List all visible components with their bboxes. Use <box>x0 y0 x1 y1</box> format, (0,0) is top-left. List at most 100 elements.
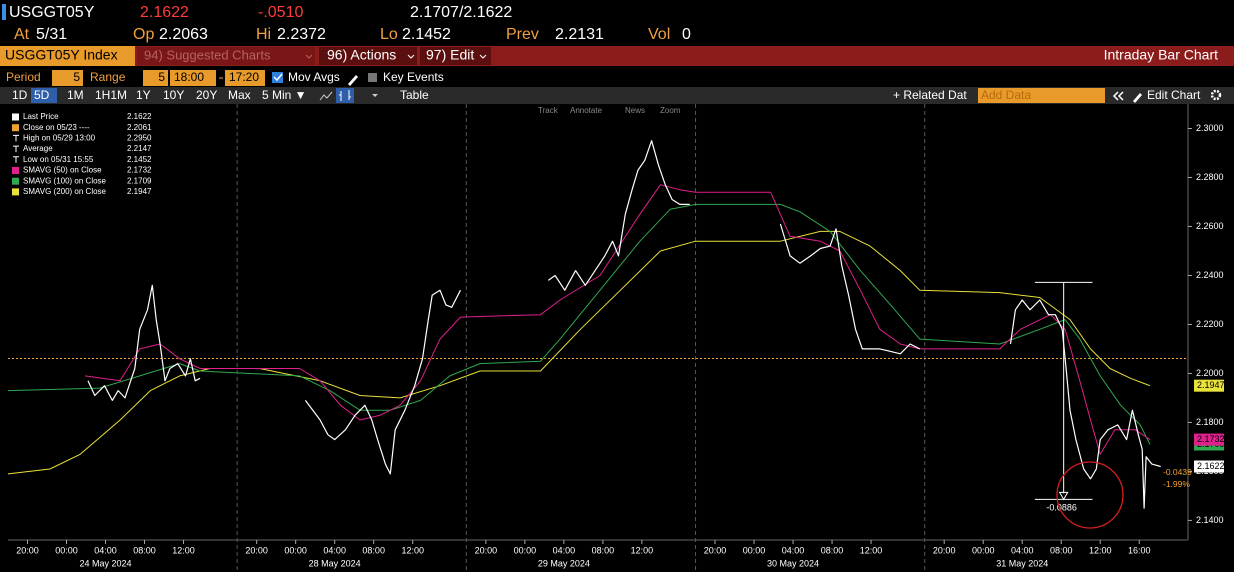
mov-avgs-checkbox[interactable] <box>272 72 283 83</box>
chart-tool[interactable]: News <box>625 106 645 115</box>
timeframe-button[interactable]: 20Y <box>196 88 217 102</box>
x-tick-label: 12:00 <box>401 545 424 555</box>
actions-button[interactable] <box>319 47 417 65</box>
x-tick-label: 20:00 <box>16 545 39 555</box>
period-value[interactable]: 5 <box>73 70 80 84</box>
suggested-button[interactable] <box>137 47 315 65</box>
chart-tool[interactable]: Track <box>538 106 559 115</box>
edit-menu[interactable]: 97) Edit <box>426 47 474 63</box>
timeframe-button[interactable]: 1H1M <box>95 88 127 102</box>
timeframe-button[interactable]: 1D <box>12 88 28 102</box>
active-button-bg[interactable] <box>31 88 57 103</box>
collapse-icon[interactable] <box>1112 91 1124 101</box>
toolbar <box>0 87 1234 104</box>
related-data[interactable]: + Related Dat <box>893 88 967 102</box>
range-value[interactable]: 5 <box>158 70 165 84</box>
chart-tool[interactable]: Zoom <box>660 106 681 115</box>
open-label: Op <box>133 26 154 43</box>
x-tick-label: 20:00 <box>245 545 268 555</box>
settings-gear[interactable] <box>1210 89 1222 101</box>
x-tick-label: 20:00 <box>704 545 727 555</box>
value-tag-label: 2.1622 <box>1197 461 1225 471</box>
timeframe-button[interactable]: 5D <box>34 88 50 102</box>
highlight-circle <box>1056 461 1124 529</box>
measure-label: -0.0886 <box>1046 503 1077 513</box>
x-tick-label: 20:00 <box>475 545 498 555</box>
add-data-input[interactable]: Add Data <box>981 88 1031 102</box>
edit-chart-button[interactable]: Edit Chart <box>1147 88 1201 102</box>
security[interactable]: USGGT05Y Index <box>5 47 118 63</box>
timeframe-button[interactable]: 5 Min ▼ <box>262 88 307 102</box>
line-icon[interactable] <box>319 91 333 101</box>
pencil-icon[interactable] <box>348 75 358 86</box>
period-label: Period <box>6 70 41 84</box>
from-time[interactable]: 18:00 <box>174 70 204 84</box>
edit-button[interactable] <box>420 47 491 65</box>
x-tick-label: 00:00 <box>514 545 537 555</box>
legend-swatch <box>12 188 19 196</box>
from-box[interactable] <box>170 70 216 86</box>
key-events-label[interactable]: Key Events <box>383 70 444 84</box>
x-tick-label: 08:00 <box>592 545 615 555</box>
range-box[interactable] <box>143 70 168 86</box>
open-value: 2.2063 <box>159 26 208 43</box>
legend-swatch <box>12 167 19 174</box>
prev-value: 2.2131 <box>555 26 604 43</box>
mov-avgs-label[interactable]: Mov Avgs <box>288 70 340 84</box>
volume-value: 0 <box>682 26 691 43</box>
dropdown-arrow[interactable] <box>372 94 378 97</box>
y-tick-label: 2.1800 <box>1196 417 1224 427</box>
suggested-charts[interactable]: 94) Suggested Charts <box>144 47 271 62</box>
timeframe-button[interactable]: Max <box>228 88 251 102</box>
timeframe-buttons: 1D 5D 1M 1H1M 1Y 10Y 20Y Max 5 Min ▼ <box>12 88 307 103</box>
timeframe-button[interactable]: 1M <box>67 88 84 102</box>
timeframe-button[interactable]: 1Y <box>136 88 151 102</box>
legend-label: Low on 05/31 15:55 <box>23 155 94 164</box>
timeframe-button[interactable]: 10Y <box>163 88 184 102</box>
ticker-marker <box>2 4 6 20</box>
legend-value: 2.2950 <box>127 134 152 143</box>
day-label: 24 May 2024 <box>79 558 131 568</box>
low-value: 2.1452 <box>402 26 451 43</box>
bar-icon-bg[interactable] <box>336 88 354 103</box>
checkmark <box>273 73 283 82</box>
chart-tool[interactable]: Annotate <box>570 106 603 115</box>
legend-label: SMAVG (50) on Close <box>23 166 102 175</box>
day-label: 30 May 2024 <box>767 558 819 568</box>
to-box[interactable] <box>225 70 265 86</box>
bar-icon <box>339 90 351 101</box>
x-tick-label: 04:00 <box>323 545 346 555</box>
x-tick-label: 08:00 <box>821 545 844 555</box>
x-tick-label: 08:00 <box>362 545 385 555</box>
legend-icon <box>13 134 19 142</box>
legend-swatch <box>12 177 19 185</box>
x-tick-label: 04:00 <box>782 545 805 555</box>
x-tick-label: 04:00 <box>1011 545 1034 555</box>
pencil-icon[interactable] <box>1133 93 1142 103</box>
low-label: Lo <box>380 26 398 43</box>
add-data-box[interactable] <box>978 88 1105 103</box>
dropdown-arrow <box>407 54 415 59</box>
to-time[interactable]: 17:20 <box>229 70 259 84</box>
x-tick-label: 04:00 <box>94 545 117 555</box>
legend-value: 2.1709 <box>127 176 152 185</box>
last-change: -1.99% <box>1163 479 1190 489</box>
y-tick-label: 2.2400 <box>1196 270 1224 280</box>
table-button[interactable]: Table <box>400 88 429 102</box>
security-box[interactable] <box>0 46 135 66</box>
x-tick-label: 00:00 <box>743 545 766 555</box>
y-tick-label: 2.2000 <box>1196 368 1224 378</box>
actions-menu[interactable]: 96) Actions <box>327 47 396 63</box>
period-box[interactable] <box>52 70 83 86</box>
x-tick-label: 12:00 <box>172 545 195 555</box>
last-price: 2.1622 <box>140 4 189 21</box>
key-events-checkbox[interactable] <box>368 73 377 82</box>
legend-value: 2.1732 <box>127 166 152 175</box>
measure-arrow <box>1058 491 1069 501</box>
at-label: At <box>14 26 30 43</box>
chart: TrackAnnotateNewsZoom2.14002.16002.18002… <box>7 104 1225 572</box>
x-tick-label: 00:00 <box>284 545 307 555</box>
legend-value: 2.1622 <box>127 112 152 121</box>
legend-label: High on 05/29 13:00 <box>23 134 96 143</box>
